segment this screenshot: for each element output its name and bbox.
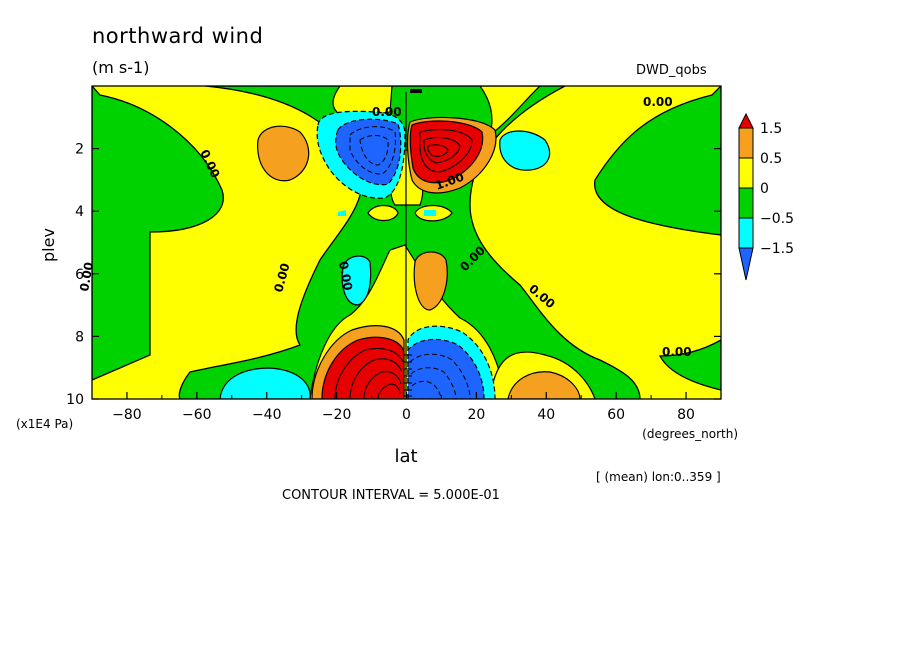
y-tick-label: 8 [75, 329, 84, 345]
x-axis-label: lat [394, 446, 417, 467]
cyan-blob-east-upper [499, 130, 551, 171]
upper-east-contours [419, 129, 473, 173]
yellow-pocket-midleft [367, 204, 399, 222]
colorbar-tick-label: −1.5 [760, 241, 794, 257]
x-tick-label: 60 [607, 407, 625, 423]
equator-dense-contours [404, 354, 412, 397]
x-tick-label: −60 [182, 407, 212, 423]
green-region-west [92, 86, 224, 381]
lower-west-contours [334, 348, 404, 399]
blue-core-upper-west [335, 118, 402, 186]
upper-west-contours [349, 126, 396, 175]
colorbar-segment [738, 217, 754, 249]
units-label: (m s-1) [92, 58, 150, 77]
small-cyan-speck [338, 210, 346, 216]
colorbar: 1.5 0.5 0 −0.5 −1.5 [738, 112, 794, 281]
orange-blob-west-upper [257, 125, 310, 182]
green-region-east [594, 86, 721, 236]
colorbar-segment [738, 127, 754, 159]
lower-east-contours [409, 353, 471, 399]
y-axis-units: (x1E4 Pa) [16, 417, 73, 431]
contour-label: 0.00 [643, 95, 673, 109]
y-tick-label: 6 [75, 267, 84, 283]
x-tick-label: 0 [402, 407, 411, 423]
x-axis: −80 −60 −40 −20 0 20 40 60 80 [91, 392, 722, 423]
contour-label: 0.00 [662, 345, 692, 359]
orange-blob-east-lower [507, 371, 581, 399]
dataset-label: DWD_qobs [636, 63, 707, 78]
colorbar-tick-label: 0 [760, 181, 769, 197]
contour-fill-layer [92, 86, 721, 399]
contour-label: 0.00 [372, 105, 402, 119]
colorbar-bottom-arrow [738, 247, 754, 281]
x-tick-label: −20 [322, 407, 352, 423]
colorbar-tick-label: 0.5 [760, 151, 782, 167]
cyan-blob-southwest-lower [219, 367, 311, 399]
x-tick-label: 40 [537, 407, 555, 423]
y-tick-label: 4 [75, 204, 84, 220]
x-tick-label: −80 [112, 407, 142, 423]
colorbar-segment [738, 187, 754, 219]
colorbar-segment [738, 157, 754, 189]
small-cyan-speck-2 [424, 210, 436, 216]
x-tick-label: −40 [252, 407, 282, 423]
x-axis-units: (degrees_north) [642, 427, 738, 441]
red-core-lower-west [321, 336, 405, 399]
colorbar-tick-label: 1.5 [760, 121, 782, 137]
orange-blob-center-mid [413, 251, 448, 311]
colorbar-top-arrow [738, 112, 754, 129]
top-dash-mark [410, 89, 422, 93]
cyan-blob-center-mid [341, 255, 372, 306]
chart-title: northward wind [92, 24, 264, 48]
green-region-east-lower [658, 339, 721, 391]
x-tick-label: 80 [677, 407, 695, 423]
x-tick-label: 20 [467, 407, 485, 423]
y-tick-label: 2 [75, 142, 84, 158]
y-tick-label: 10 [66, 392, 84, 408]
y-axis-label: plev [39, 228, 58, 262]
colorbar-tick-label: −0.5 [760, 211, 794, 227]
contour-label: 0.00 [336, 260, 355, 292]
contour-interval-label: CONTOUR INTERVAL = 5.000E-01 [282, 488, 500, 503]
longitude-mean-note: [ (mean) lon:0..359 ] [596, 470, 721, 484]
y-axis: 2 4 6 8 10 [66, 142, 721, 408]
red-core-upper-east [409, 120, 484, 184]
